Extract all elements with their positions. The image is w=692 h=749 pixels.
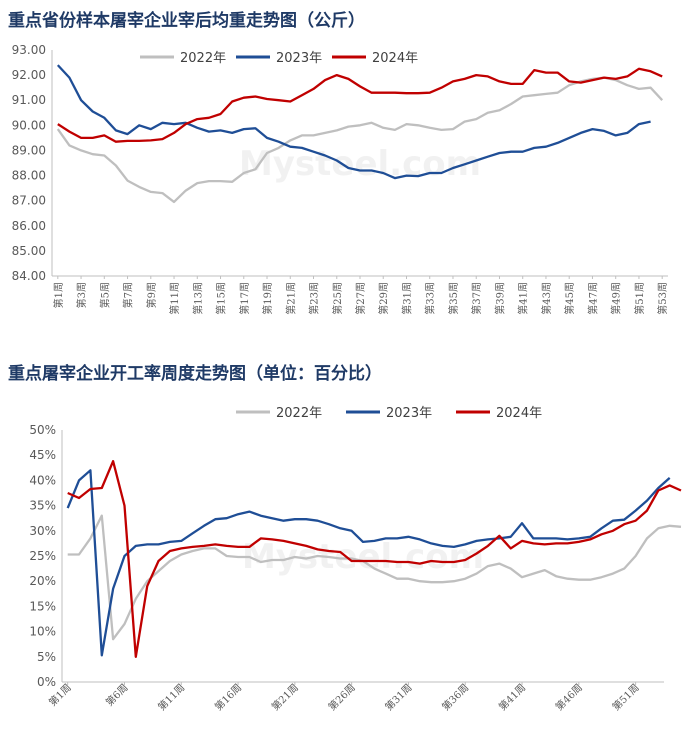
legend-label: 2023年 <box>276 51 322 66</box>
y-tick-label: 91.00 <box>12 93 46 107</box>
x-tick-label: 第27周 <box>354 282 367 315</box>
x-tick-label: 第47周 <box>586 282 599 315</box>
x-tick-label: 第7周 <box>122 282 135 308</box>
x-tick-label: 第9周 <box>145 282 158 308</box>
x-tick-label: 第26周 <box>325 681 357 713</box>
legend-label: 2023年 <box>386 406 432 421</box>
legend-label: 2024年 <box>372 51 418 66</box>
x-tick-label: 第15周 <box>215 282 228 315</box>
y-tick-label: 30% <box>29 524 56 538</box>
y-tick-label: 85.00 <box>12 244 46 258</box>
x-tick-label: 第49周 <box>610 282 623 315</box>
y-tick-label: 20% <box>29 574 56 588</box>
series-line-2022年 <box>56 76 664 204</box>
x-tick-label: 第51周 <box>609 681 641 713</box>
x-tick-label: 第5周 <box>98 282 111 308</box>
y-tick-label: 93.00 <box>12 43 46 57</box>
y-tick-label: 50% <box>29 423 56 437</box>
y-tick-label: 10% <box>29 625 56 639</box>
x-tick-label: 第11周 <box>168 282 181 315</box>
x-tick-label: 第17周 <box>238 282 251 315</box>
x-tick-label: 第3周 <box>75 282 88 308</box>
chart2-title: 重点屠宰企业开工率周度走势图（单位：百分比） <box>8 364 382 384</box>
x-tick-label: 第46周 <box>553 681 585 713</box>
x-tick-label: 第19周 <box>261 282 274 315</box>
x-tick-label: 第45周 <box>563 282 576 315</box>
x-tick-label: 第31周 <box>382 681 414 713</box>
y-tick-label: 86.00 <box>12 219 46 233</box>
y-tick-label: 15% <box>29 599 56 613</box>
chart1-weight-trend: Mysteel.com 84.00 85.00 86.00 87.00 88.00 89.0… <box>12 43 670 315</box>
y-tick-label: 87.00 <box>12 194 46 208</box>
y-tick-label: 84.00 <box>12 269 46 283</box>
x-tick-label: 第25周 <box>331 282 344 315</box>
watermark: Mysteel.com <box>239 144 481 184</box>
x-tick-label: 第33周 <box>424 282 437 315</box>
y-tick-label: 35% <box>29 499 56 513</box>
y-tick-label: 45% <box>29 448 56 462</box>
x-tick-label: 第6周 <box>103 681 131 709</box>
x-tick-label: 第13周 <box>191 282 204 315</box>
x-tick-label: 第43周 <box>540 282 553 315</box>
x-tick-label: 第37周 <box>470 282 483 315</box>
y-tick-label: 40% <box>29 473 56 487</box>
x-tick-label: 第16周 <box>212 681 244 713</box>
x-tick-label: 第53周 <box>656 282 669 315</box>
legend-label: 2024年 <box>496 406 542 421</box>
series-line-2022年 <box>67 514 682 641</box>
x-tick-label: 第23周 <box>308 282 321 315</box>
series-line-2024年 <box>57 67 663 143</box>
x-tick-label: 第21周 <box>269 681 301 713</box>
chart1-title: 重点省份样本屠宰企业宰后均重走势图（公斤） <box>8 11 365 31</box>
x-tick-label: 第21周 <box>284 282 297 315</box>
series-line-2024年 <box>67 460 682 658</box>
x-tick-label: 第41周 <box>496 681 528 713</box>
y-tick-label: 92.00 <box>12 68 46 82</box>
legend-label: 2022年 <box>180 51 226 66</box>
y-tick-label: 25% <box>29 549 56 563</box>
y-tick-label: 0% <box>37 675 56 689</box>
y-tick-label: 88.00 <box>12 169 46 183</box>
series-line-2023年 <box>56 64 651 180</box>
x-tick-label: 第29周 <box>377 282 390 315</box>
x-tick-label: 第1周 <box>52 282 65 308</box>
x-tick-label: 第41周 <box>517 282 530 315</box>
x-tick-label: 第31周 <box>400 282 413 315</box>
x-tick-label: 第11周 <box>155 681 187 713</box>
series-line-2023年 <box>66 469 671 657</box>
x-tick-label: 第51周 <box>633 282 646 315</box>
y-tick-label: 5% <box>37 650 56 664</box>
x-tick-label: 第36周 <box>439 681 471 713</box>
x-tick-label: 第39周 <box>493 282 506 315</box>
y-tick-label: 90.00 <box>12 118 46 132</box>
x-tick-label: 第35周 <box>447 282 460 315</box>
watermark: Mysteel.com <box>242 537 484 577</box>
y-tick-label: 89.00 <box>12 143 46 157</box>
legend-label: 2022年 <box>276 406 322 421</box>
